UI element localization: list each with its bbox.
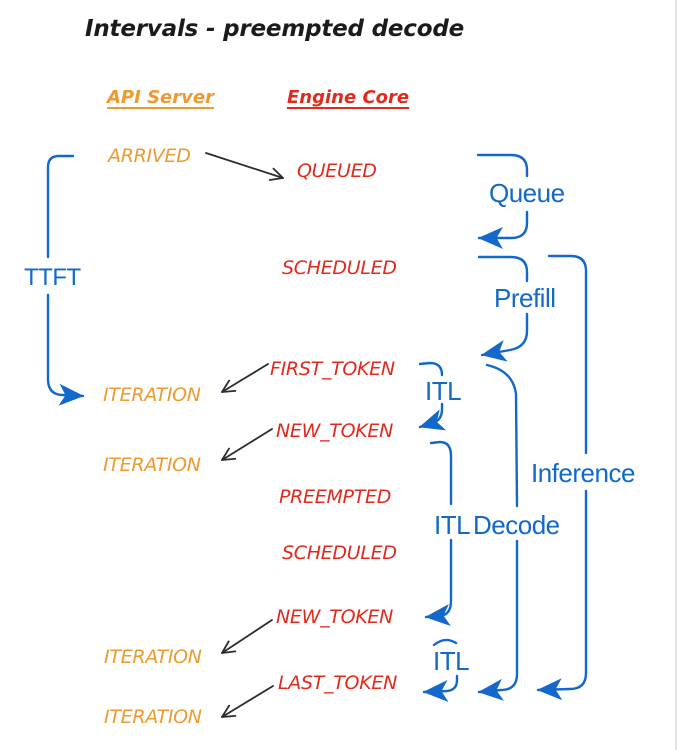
event-first-token: FIRST_TOKEN — [270, 358, 395, 380]
itl-preempt-arrow — [424, 538, 453, 626]
column-header-api-server: API Server — [107, 87, 214, 108]
right-edge-divider — [675, 0, 677, 750]
prefill-bracket-top — [477, 255, 529, 283]
interval-label-itl-first: ITL — [425, 376, 462, 406]
diagram-title: Intervals - preempted decode — [85, 16, 464, 42]
decode-arrow — [477, 539, 519, 701]
queue-bracket-top — [476, 153, 529, 178]
arrived-to-queued-arrow — [205, 152, 284, 181]
event-iteration-1: ITERATION — [103, 384, 201, 406]
event-new-token-2: NEW_TOKEN — [276, 606, 394, 628]
first-token-to-iteration-arrow — [221, 363, 269, 393]
event-iteration-3: ITERATION — [104, 646, 202, 668]
event-iteration-4: ITERATION — [104, 706, 202, 728]
last-token-to-iteration-arrow — [221, 685, 274, 718]
ttft-bracket-top — [46, 154, 75, 259]
interval-label-prefill: Prefill — [494, 283, 556, 313]
event-preempted: PREEMPTED — [279, 486, 392, 508]
column-header-engine-core: Engine Core — [287, 87, 410, 108]
event-queued: QUEUED — [297, 160, 377, 182]
prefill-arrow — [480, 312, 529, 362]
interval-label-queue: Queue — [489, 178, 565, 208]
itl-last-bracket-top — [432, 638, 458, 647]
interval-label-itl-last: ITL — [433, 646, 470, 676]
new-token2-to-iteration-arrow — [221, 619, 273, 654]
event-arrived: ARRIVED — [108, 145, 191, 167]
interval-label-ttft: TTFT — [24, 264, 81, 291]
interval-label-itl-preempt: ITL — [434, 510, 471, 540]
interval-label-inference: Inference — [531, 458, 635, 488]
itl-first-arrow — [418, 402, 447, 431]
inference-arrow — [536, 489, 588, 701]
itl-first-bracket-top — [418, 361, 444, 377]
interval-label-decode: Decode — [473, 510, 560, 540]
event-scheduled-1: SCHEDULED — [282, 257, 397, 279]
queue-arrow — [477, 210, 529, 249]
event-new-token-1: NEW_TOKEN — [276, 420, 394, 442]
itl-preempt-bracket-top — [429, 440, 453, 506]
itl-last-arrow — [422, 674, 459, 702]
inference-bracket-top — [547, 254, 588, 455]
event-last-token: LAST_TOKEN — [278, 672, 397, 694]
decode-bracket-top — [485, 363, 519, 508]
ttft-arrow — [46, 293, 85, 406]
new-token1-to-iteration-arrow — [221, 428, 273, 461]
event-scheduled-2: SCHEDULED — [282, 542, 397, 564]
event-iteration-2: ITERATION — [103, 454, 201, 476]
